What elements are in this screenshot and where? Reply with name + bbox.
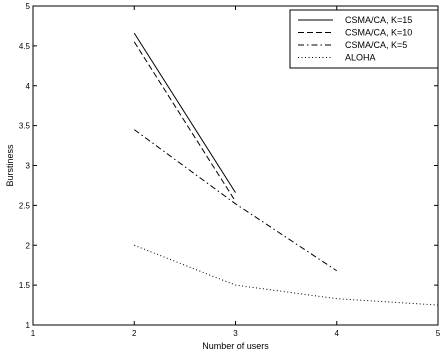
y-tick-label: 4.5 — [19, 42, 31, 51]
x-tick-label: 4 — [335, 329, 340, 338]
legend-label-1: CSMA/CA, K=15 — [345, 15, 412, 25]
x-tick-label: 1 — [31, 329, 36, 338]
x-tick-label: 5 — [436, 329, 440, 338]
y-tick-label: 2.5 — [19, 201, 31, 210]
y-tick-label: 4 — [26, 82, 31, 91]
x-axis-label: Number of users — [202, 341, 269, 351]
y-tick-label: 3 — [26, 162, 31, 171]
legend-label-3: CSMA/CA, K=5 — [345, 40, 407, 50]
x-tick-label: 2 — [132, 329, 137, 338]
y-tick-label: 3.5 — [19, 122, 31, 131]
series-lines — [133, 32, 439, 306]
legend-label-4: ALOHA — [345, 53, 376, 63]
y-tick-label: 1 — [26, 321, 31, 330]
legend: CSMA/CA, K=15 CSMA/CA, K=10 CSMA/CA, K=5 AL… — [289, 9, 439, 69]
series-line-2 — [133, 41, 236, 202]
y-tick-label: 1.5 — [19, 281, 31, 290]
x-tick-label: 3 — [233, 329, 238, 338]
y-axis-label: Burstiness — [5, 144, 15, 187]
axis-ticks: 1 2 3 4 5 1 1.5 2 2.5 3 3.5 4 4.5 5 — [19, 2, 440, 338]
legend-label-2: CSMA/CA, K=10 — [345, 28, 412, 38]
series-line-1 — [133, 32, 236, 193]
y-tick-label: 2 — [26, 241, 31, 250]
series-line-3 — [133, 129, 338, 272]
y-tick-label: 5 — [26, 2, 31, 11]
